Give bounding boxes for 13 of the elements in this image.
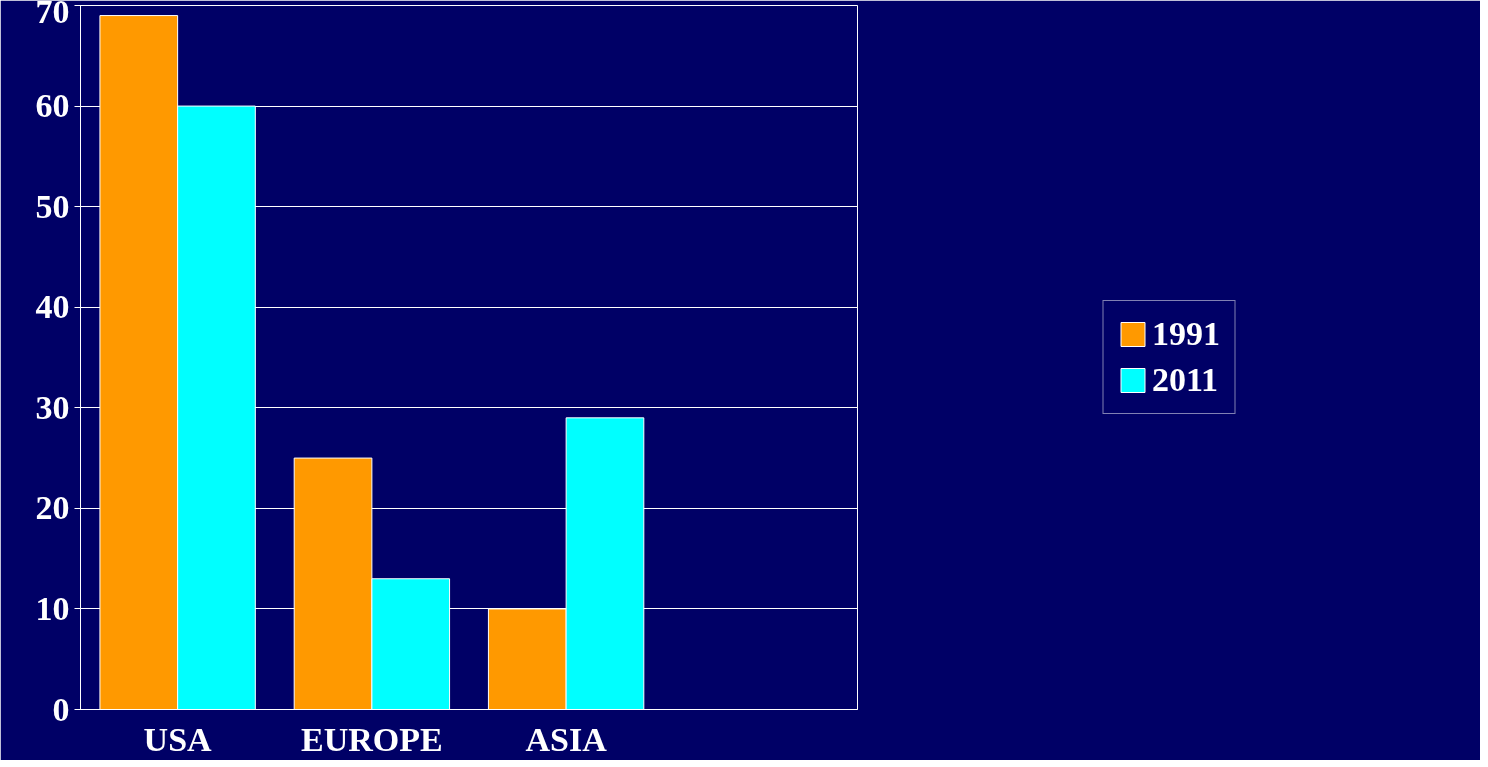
y-tick-label: 40 — [35, 288, 70, 326]
x-tick-label: EUROPE — [301, 720, 443, 758]
y-tick-label: 30 — [35, 388, 70, 426]
legend-label: 1991 — [1152, 315, 1220, 353]
y-tick-label: 70 — [35, 0, 70, 30]
y-tick-label: 60 — [35, 87, 70, 125]
x-tick-label: USA — [143, 720, 213, 758]
y-tick-label: 20 — [35, 489, 70, 527]
y-tick-label: 50 — [35, 187, 70, 225]
y-tick-label: 10 — [35, 589, 70, 627]
y-tick-label: 0 — [52, 690, 70, 728]
x-tick-label: ASIA — [525, 720, 608, 758]
legend-label: 2011 — [1152, 361, 1219, 399]
